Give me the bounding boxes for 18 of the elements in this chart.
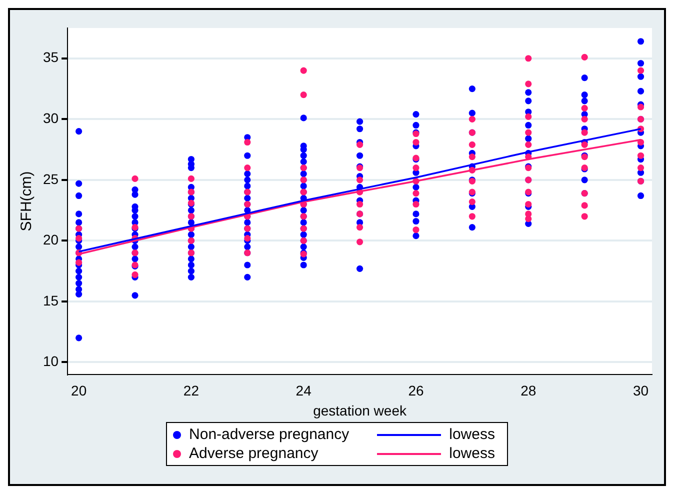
y-axis-title: SFH(cm): [18, 171, 36, 232]
legend-label: lowess: [449, 445, 495, 462]
x-axis-title: gestation week: [313, 402, 408, 418]
x-tick-label: 22: [183, 382, 200, 399]
x-tick-label: 30: [632, 382, 649, 399]
y-tick-label: 15: [42, 292, 59, 308]
x-tick-label: 20: [71, 382, 87, 399]
y-tick-label: 20: [42, 232, 59, 248]
x-tick-label: 26: [408, 382, 424, 399]
legend-label: Adverse pregnancy: [189, 445, 318, 462]
legend-label: Non-adverse pregnancy: [189, 426, 350, 443]
legend-label: lowess: [449, 426, 495, 443]
y-tick-label: 30: [42, 110, 59, 126]
y-tick-label: 35: [42, 49, 59, 66]
y-tick-label: 25: [42, 170, 59, 187]
x-tick-label: 28: [520, 382, 536, 399]
y-tick-label: 10: [42, 353, 59, 370]
x-tick-label: 24: [296, 382, 312, 399]
